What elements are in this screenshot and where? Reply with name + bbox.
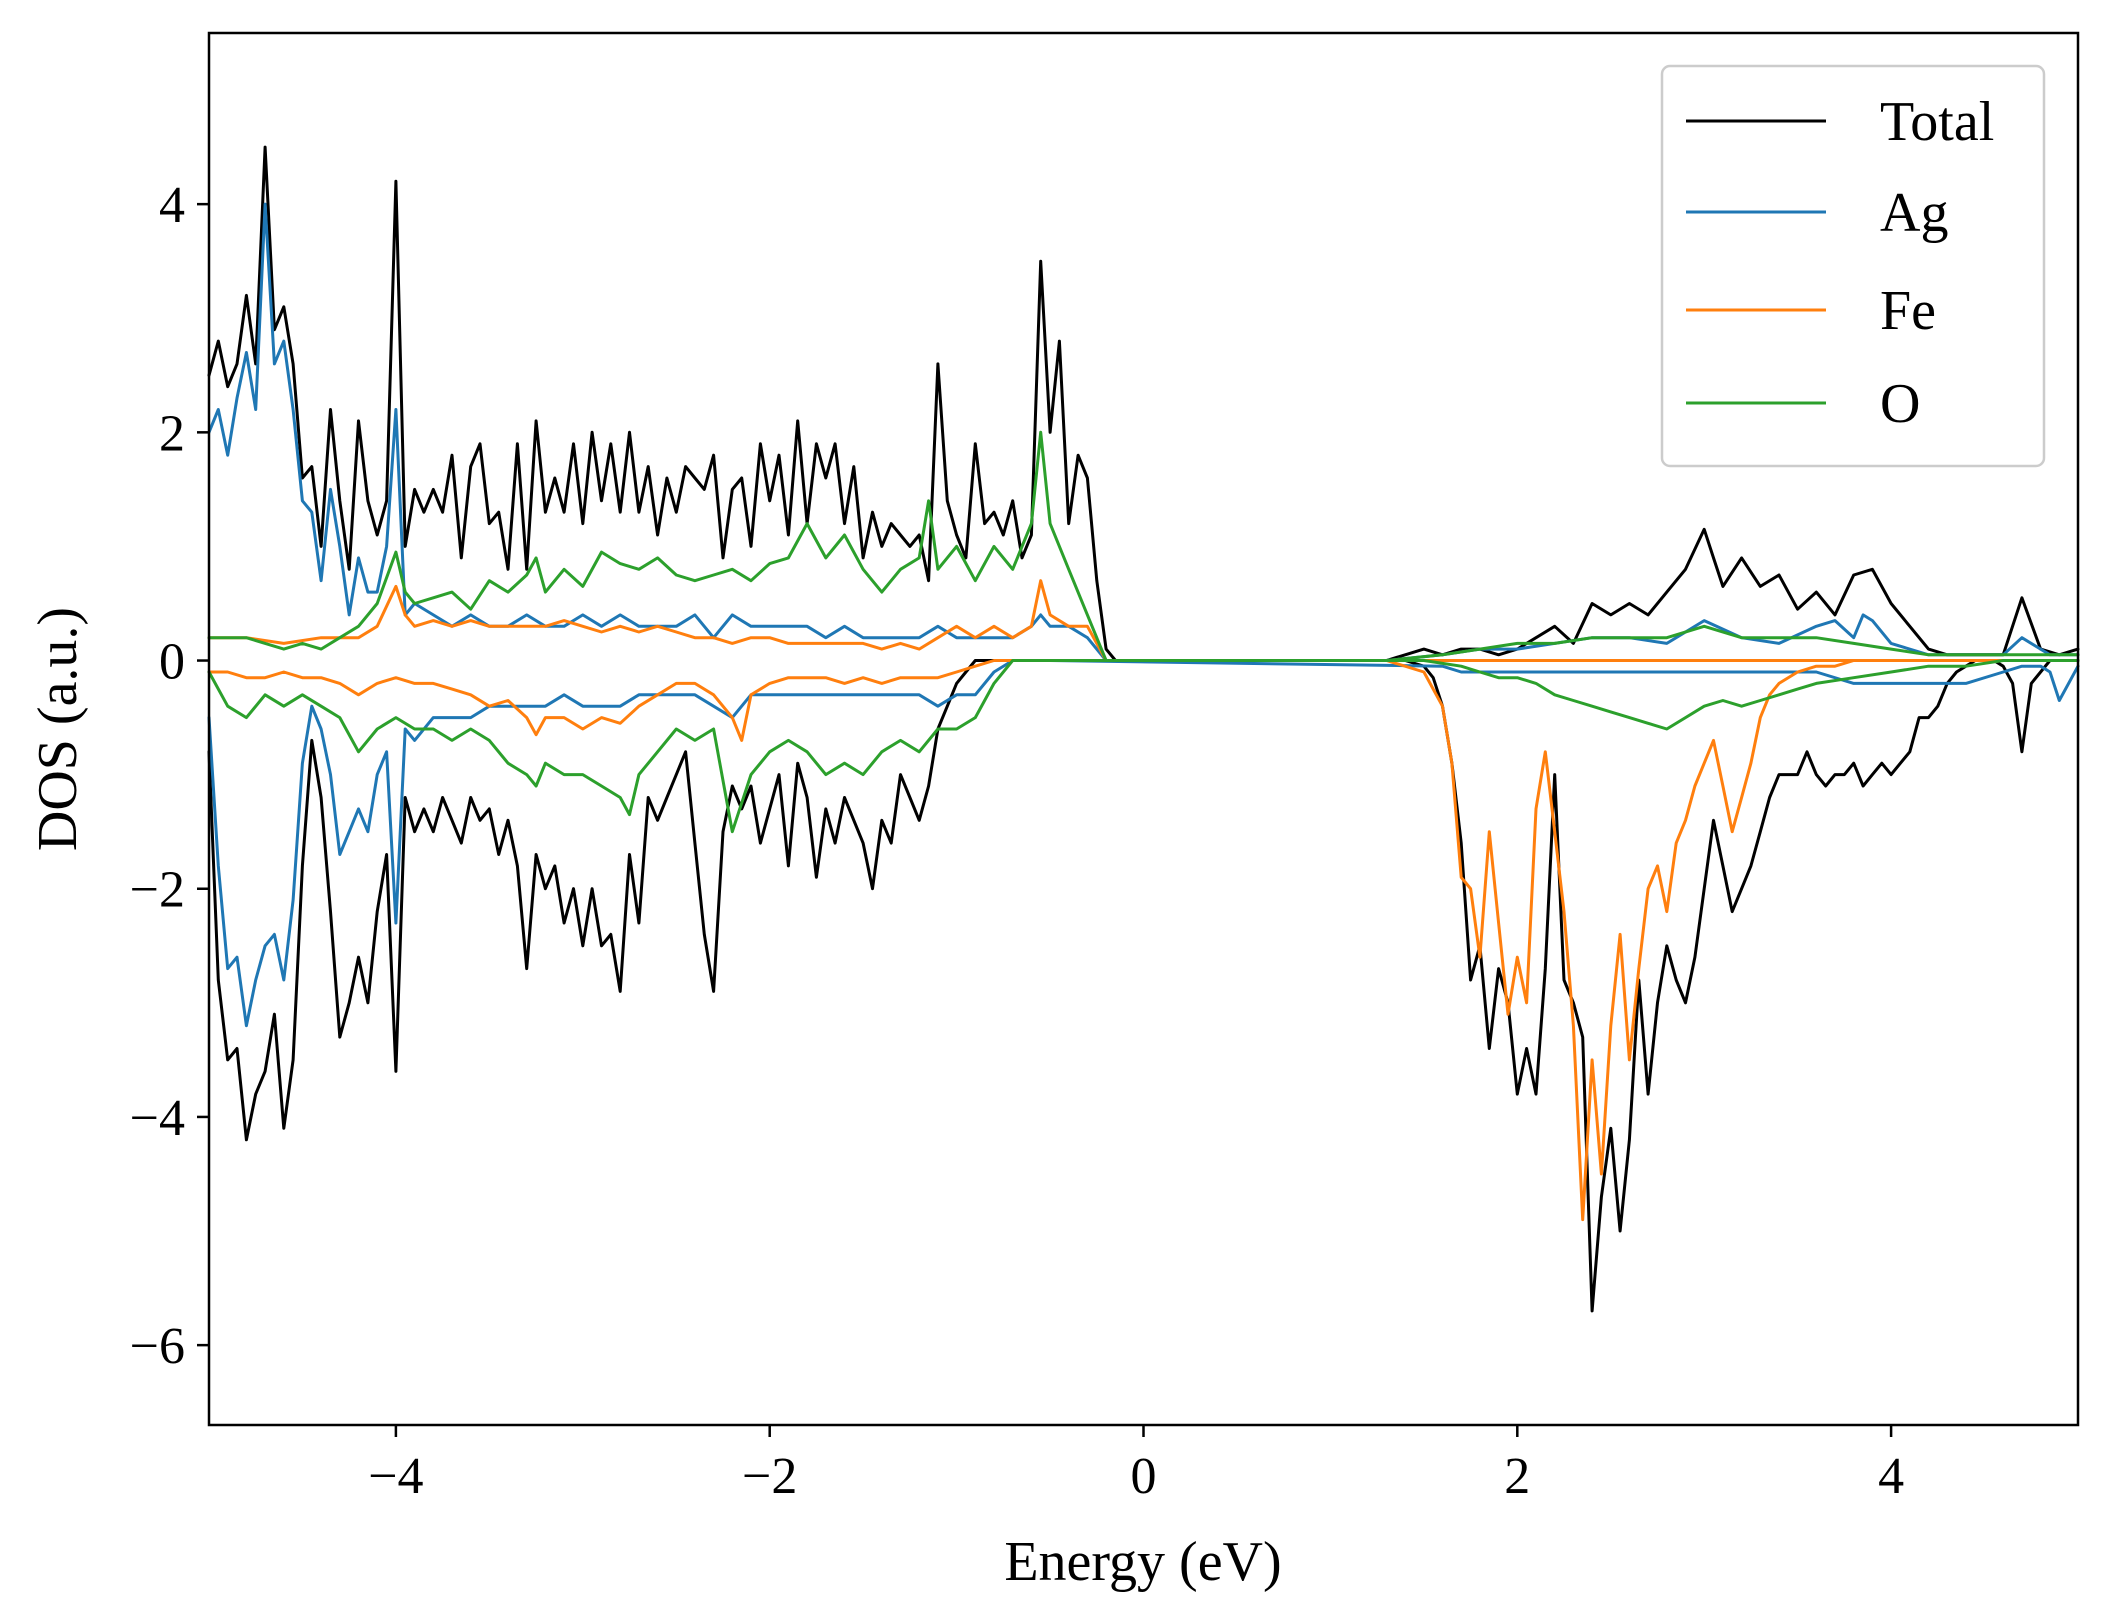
legend-label-total: Total — [1880, 91, 1994, 153]
y-tick-label: 4 — [159, 177, 185, 234]
y-axis-label: DOS (a.u.) — [27, 607, 89, 851]
x-axis-label: Energy (eV) — [1004, 1531, 1281, 1593]
series-ag-up — [207, 202, 2080, 662]
series-total-up — [207, 145, 2080, 662]
y-tick-label: 0 — [159, 634, 185, 691]
y-axis-ticks: −6 −4 −2 0 2 4 — [130, 177, 209, 1375]
series-layer — [207, 145, 2080, 1313]
legend-frame — [1660, 64, 2046, 468]
x-tick-label: −2 — [742, 1448, 797, 1505]
legend-label-o: O — [1880, 373, 1920, 435]
x-tick-label: −4 — [368, 1448, 423, 1505]
y-tick-label: −4 — [130, 1090, 185, 1147]
series-o-up — [207, 430, 2080, 662]
x-tick-label: 0 — [1131, 1448, 1157, 1505]
y-tick-label: −2 — [130, 862, 185, 919]
legend-label-fe: Fe — [1880, 280, 1936, 342]
x-tick-label: 2 — [1504, 1448, 1530, 1505]
y-tick-label: −6 — [130, 1318, 185, 1375]
y-tick-label: 2 — [159, 405, 185, 462]
x-tick-label: 4 — [1878, 1448, 1904, 1505]
series-fe-up — [207, 579, 2080, 662]
x-axis-ticks: −4 −2 0 2 4 — [368, 1425, 1904, 1505]
legend: Total Ag Fe O — [1660, 64, 2046, 468]
series-o-down — [207, 659, 2080, 834]
legend-label-ag: Ag — [1880, 182, 1948, 244]
